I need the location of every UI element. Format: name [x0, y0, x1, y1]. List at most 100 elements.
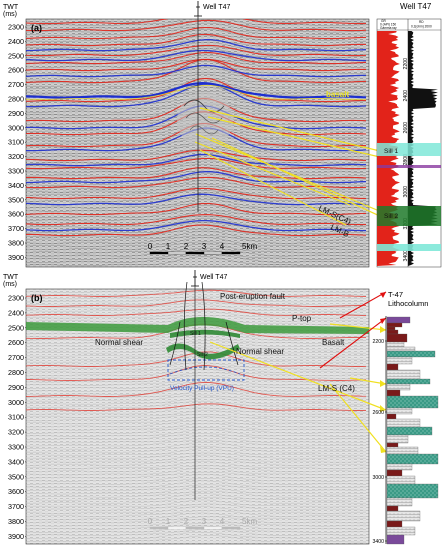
twt-tick-label: 2800 [8, 95, 24, 104]
twt-tick-label: 3900 [8, 253, 24, 262]
twt-tick-label: 3300 [8, 167, 24, 176]
scale-bar-a: 0 1 2 3 4 5km [148, 242, 257, 255]
twt-axis-ticks: 2300 2400 2500 2600 2700 2800 2900 3000 3100 3200… [8, 23, 28, 262]
twt-tick-label: 2400 [8, 37, 24, 46]
twt-tick-label: 3400 [8, 457, 24, 466]
scale-tick: 4 [220, 242, 225, 251]
well-derrick-icon [191, 270, 199, 287]
twt-tick-label: 3200 [8, 152, 24, 161]
basalt-label-b: Basalt [322, 338, 345, 347]
vpu-box [167, 359, 245, 381]
twt-tick-label: 2900 [8, 109, 24, 118]
litho-depth-ticks: 2200 2600 3000 3400 [372, 339, 387, 545]
p-top-label: P-top [292, 314, 312, 323]
axis-title-line2-b: (ms) [3, 281, 17, 288]
log-depth-tick: 2400 [403, 90, 409, 102]
sill1-label-b: Sill 1 [190, 331, 201, 337]
sill2-band [377, 206, 441, 226]
axis-title-line1-b: TWT [3, 274, 19, 281]
litho-depth-tick: 2600 [372, 410, 384, 416]
litho-title-line2: Lithocolumn [388, 299, 428, 308]
rd-header: RD [419, 20, 424, 24]
twt-tick-label: 3400 [8, 181, 24, 190]
well-t47-b: Well T47 [191, 270, 227, 500]
scale-unit: 5km [242, 517, 257, 526]
twt-tick-label: 3700 [8, 502, 24, 511]
twt-tick-label: 2600 [8, 338, 24, 347]
twt-tick-label: 3100 [8, 413, 24, 422]
well-log-title: Well T47 [400, 2, 432, 11]
twt-tick-label: 3700 [8, 224, 24, 233]
annotation-lines-a [194, 107, 385, 226]
faults [169, 281, 239, 371]
reflector-set-b [26, 289, 367, 543]
axis-title-line1: TWT [3, 4, 19, 11]
normal-shear-right-label: Normal shear [236, 347, 284, 356]
twt-tick-label: 3500 [8, 195, 24, 204]
gr-range: 0 (API) 150 [380, 23, 396, 27]
twt-tick-label: 3000 [8, 398, 24, 407]
annotation-arrows-b [209, 291, 387, 453]
scale-tick: 3 [202, 517, 207, 526]
twt-tick-label: 3100 [8, 138, 24, 147]
panel-label-a: (a) [31, 23, 42, 33]
litho-layers [386, 316, 439, 545]
twt-tick-label: 2600 [8, 66, 24, 75]
post-eruption-fault-label: Post-eruption fault [220, 292, 286, 301]
scale-tick: 3 [202, 242, 207, 251]
scale-tick: 0 [148, 517, 153, 526]
scale-unit: 5km [242, 242, 257, 251]
rd-range: 0.2(ohm) 2000 [411, 25, 432, 29]
sill2-label-log: Sill 2 [384, 213, 398, 220]
sill2-label-b: Sill 2 [197, 352, 208, 358]
twt-tick-label: 3500 [8, 472, 24, 481]
scale-tick: 2 [184, 517, 189, 526]
axis-title-line2: (ms) [3, 11, 17, 18]
well-label-a: Well T47 [203, 4, 230, 11]
panel-a: TWT (ms) 2300240025002600270028002900300… [3, 1, 442, 268]
scale-tick: 2 [184, 242, 189, 251]
log-depth-tick: 2800 [403, 154, 409, 166]
log-depth-tick: 3000 [403, 186, 409, 198]
twt-tick-label: 2300 [8, 294, 24, 303]
twt-tick-label: 2400 [8, 308, 24, 317]
twt-tick-label: 3200 [8, 428, 24, 437]
well-log-a: Well T47 GR 0 (API) 150 Gamma ray RD 0.2… [376, 2, 442, 268]
well-label-b: Well T47 [200, 274, 227, 281]
gamma-label: Gamma ray [380, 26, 397, 30]
litho-depth-tick: 2200 [372, 339, 384, 345]
twt-tick-label: 3900 [8, 532, 24, 541]
scale-tick: 4 [220, 517, 225, 526]
normal-shear-left-label: Normal shear [95, 338, 143, 347]
twt-tick-label: 2300 [8, 23, 24, 32]
twt-tick-label: 3000 [8, 123, 24, 132]
scale-tick: 0 [148, 242, 153, 251]
scale-tick: 1 [166, 517, 171, 526]
log-depth-tick: 2200 [403, 58, 409, 70]
twt-tick-label: 3300 [8, 443, 24, 452]
scale-bar-b: 0 1 2 3 4 5km [148, 517, 257, 530]
sill1-label-log: Sill 1 [384, 148, 398, 155]
basalt-layer [26, 317, 369, 334]
scale-tick: 1 [166, 242, 171, 251]
twt-tick-label: 2500 [8, 51, 24, 60]
well-derrick-icon [194, 1, 202, 17]
sill1-band [377, 143, 441, 156]
litho-depth-tick: 3000 [372, 475, 384, 481]
log-depth-tick: 2600 [403, 122, 409, 134]
twt-tick-label: 3800 [8, 517, 24, 526]
chaotic-zone-a [177, 92, 233, 148]
litho-title-line1: T-47 [388, 290, 403, 299]
panel-label-b: (b) [31, 293, 43, 303]
log-depth-tick: 3400 [403, 250, 409, 262]
lm-s-label-b: LM-S (C4) [318, 384, 355, 393]
twt-axis-ticks-b: 2300 2400 2500 2600 2700 2800 2900 3000 3100 3200… [8, 294, 28, 541]
twt-tick-label: 3600 [8, 210, 24, 219]
twt-tick-label: 2900 [8, 383, 24, 392]
twt-tick-label: 2500 [8, 323, 24, 332]
litho-depth-tick: 3400 [372, 539, 384, 545]
well-t47-a: Well T47 [194, 1, 230, 212]
panel-b: TWT (ms) 2300240025002600270028002900300… [3, 270, 439, 545]
gr-header: GR [381, 19, 386, 23]
